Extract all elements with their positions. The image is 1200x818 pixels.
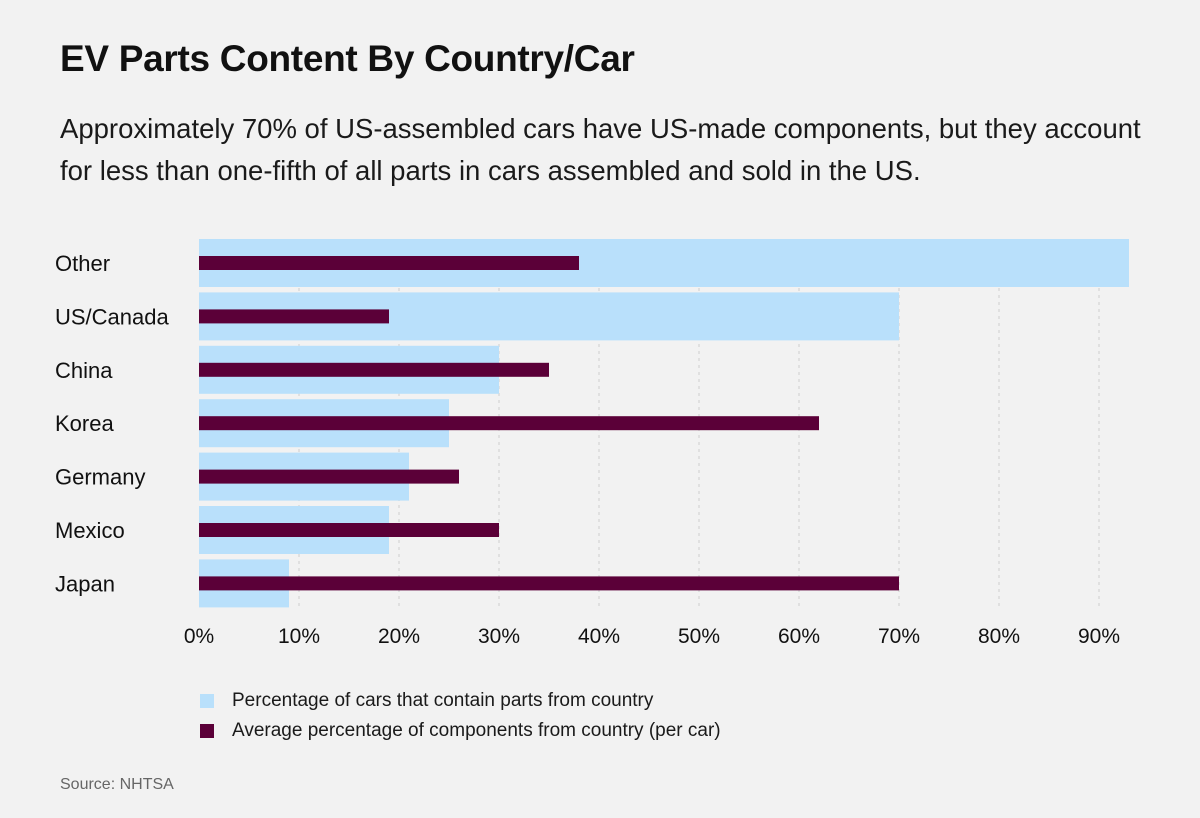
bar-components-china	[199, 362, 549, 377]
category-label: China	[55, 358, 113, 383]
x-tick-label: 80%	[978, 625, 1020, 648]
legend-swatch-components	[200, 724, 214, 738]
x-axis-ticks: 0% 10% 20% 30% 40% 50% 60% 70% 80% 90%	[184, 625, 1120, 648]
bar-components-korea	[199, 416, 819, 431]
category-label: US/Canada	[55, 304, 170, 329]
legend-item-components: Average percentage of components from co…	[200, 716, 721, 746]
bar-components-japan	[199, 576, 899, 591]
bars	[199, 239, 1129, 608]
x-tick-label: 60%	[778, 625, 820, 648]
category-label: Japan	[55, 571, 115, 596]
x-tick-label: 70%	[878, 625, 920, 648]
chart-subtitle: Approximately 70% of US-assembled cars h…	[60, 113, 1141, 186]
x-tick-label: 0%	[184, 625, 214, 648]
source-note: Source: NHTSA	[60, 776, 174, 793]
x-tick-label: 20%	[378, 625, 420, 648]
category-label: Germany	[55, 465, 145, 490]
bar-components-germany	[199, 469, 459, 484]
bar-components-other	[199, 256, 579, 270]
legend-label-cars: Percentage of cars that contain parts fr…	[232, 690, 654, 711]
category-label: Other	[55, 251, 110, 276]
chart-title: EV Parts Content By Country/Car	[60, 38, 635, 79]
bar-components-mexico	[199, 523, 499, 537]
category-label: Korea	[55, 411, 114, 436]
legend: Percentage of cars that contain parts fr…	[200, 686, 721, 746]
legend-label-components: Average percentage of components from co…	[232, 720, 721, 741]
legend-swatch-cars	[200, 694, 214, 708]
x-tick-label: 10%	[278, 625, 320, 648]
x-tick-label: 90%	[1078, 625, 1120, 648]
legend-item-cars: Percentage of cars that contain parts fr…	[200, 686, 721, 716]
x-tick-label: 40%	[578, 625, 620, 648]
category-labels: Other US/Canada China Korea Germany Mexico Jap…	[55, 251, 170, 596]
category-label: Mexico	[55, 518, 125, 543]
x-tick-label: 50%	[678, 625, 720, 648]
x-tick-label: 30%	[478, 625, 520, 648]
bar-components-us-canada	[199, 309, 389, 324]
